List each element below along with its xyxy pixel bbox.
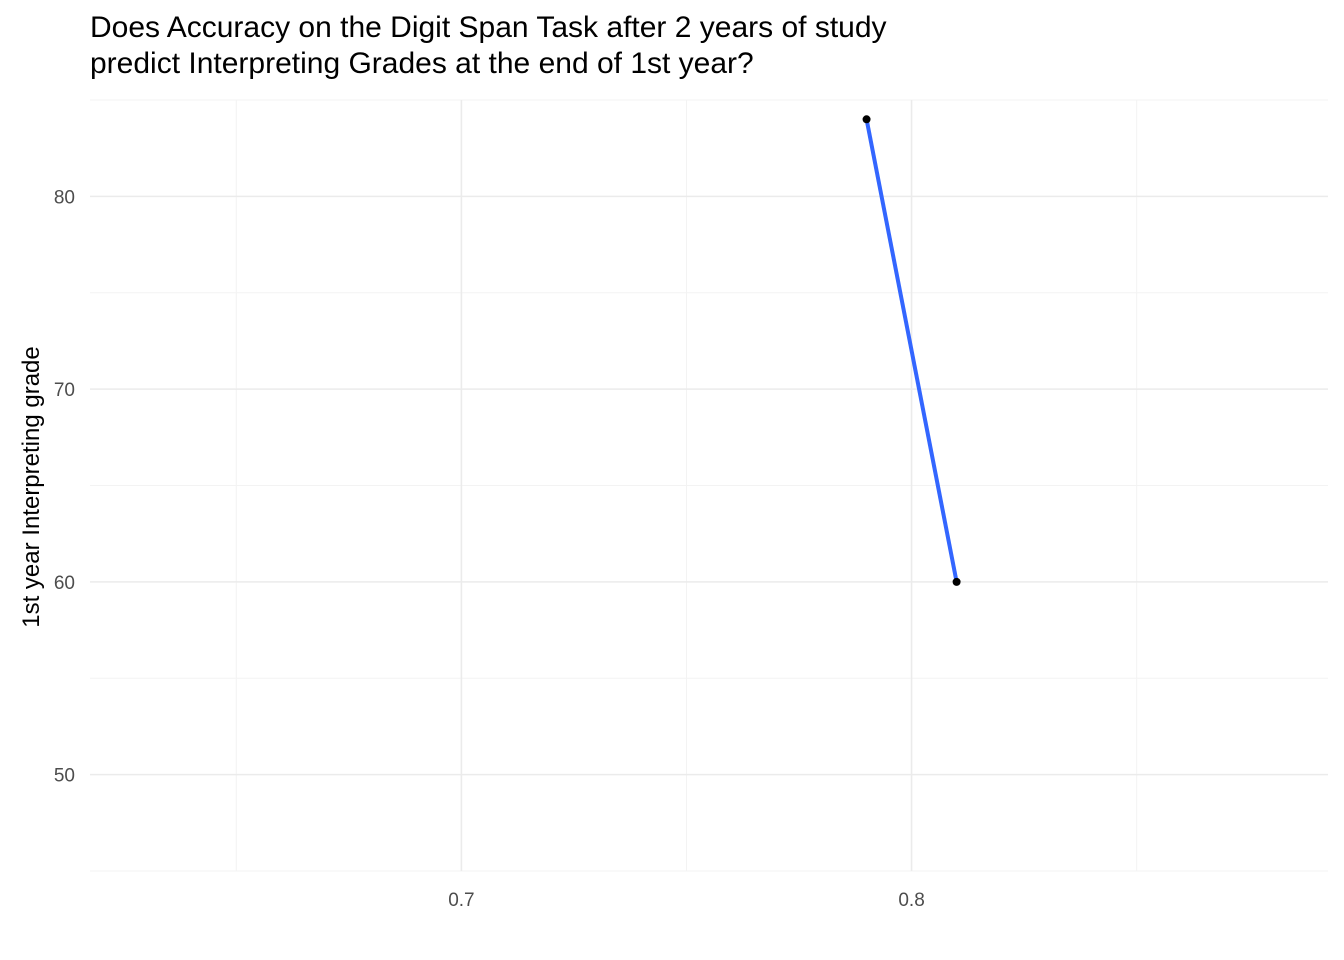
y-tick-label: 50: [54, 766, 75, 787]
y-tick-label: 80: [54, 187, 75, 208]
y-tick-label: 60: [54, 573, 75, 594]
chart-title-line-1: Does Accuracy on the Digit Span Task aft…: [90, 11, 887, 44]
x-tick-label: 0.7: [448, 890, 474, 911]
data-series: [862, 115, 961, 586]
fit-line: [864, 118, 959, 583]
y-tick-label: 70: [54, 380, 75, 401]
x-tick-label: 0.8: [898, 890, 924, 911]
y-axis-title: 1st year Interpreting grade: [18, 346, 45, 628]
minor-gridlines: [90, 99, 1328, 872]
axis-ticks: 0.7 0.8 50 60 70 80: [54, 187, 925, 911]
data-point: [952, 577, 961, 586]
chart-title-line-2: predict Interpreting Grades at the end o…: [90, 47, 754, 80]
major-gridlines: [90, 100, 1328, 871]
data-point: [862, 115, 871, 124]
chart-title: Does Accuracy on the Digit Span Task aft…: [90, 10, 887, 82]
